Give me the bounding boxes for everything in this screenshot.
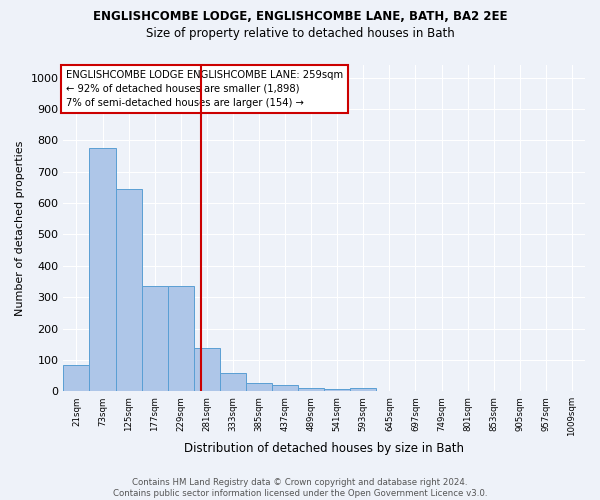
Bar <box>168 286 194 392</box>
Text: Contains HM Land Registry data © Crown copyright and database right 2024.
Contai: Contains HM Land Registry data © Crown c… <box>113 478 487 498</box>
Y-axis label: Number of detached properties: Number of detached properties <box>15 140 25 316</box>
Bar <box>350 388 376 392</box>
Text: ENGLISHCOMBE LODGE, ENGLISHCOMBE LANE, BATH, BA2 2EE: ENGLISHCOMBE LODGE, ENGLISHCOMBE LANE, B… <box>93 10 507 23</box>
X-axis label: Distribution of detached houses by size in Bath: Distribution of detached houses by size … <box>184 442 464 455</box>
Text: Size of property relative to detached houses in Bath: Size of property relative to detached ho… <box>146 28 454 40</box>
Bar <box>298 388 324 392</box>
Bar <box>142 286 168 392</box>
Text: ENGLISHCOMBE LODGE ENGLISHCOMBE LANE: 259sqm
← 92% of detached houses are smalle: ENGLISHCOMBE LODGE ENGLISHCOMBE LANE: 25… <box>66 70 343 108</box>
Bar <box>64 366 89 392</box>
Bar <box>246 384 272 392</box>
Bar <box>89 148 116 392</box>
Bar <box>324 389 350 392</box>
Bar <box>194 348 220 392</box>
Bar <box>116 189 142 392</box>
Bar <box>272 385 298 392</box>
Bar <box>220 372 246 392</box>
